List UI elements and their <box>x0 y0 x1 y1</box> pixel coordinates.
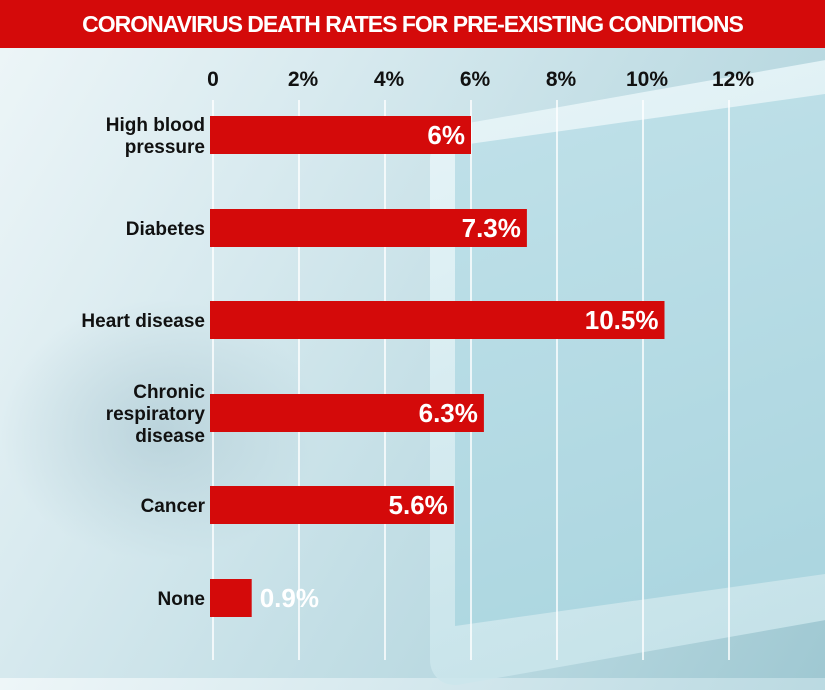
bar <box>210 394 484 432</box>
data-label: 5.6% <box>389 490 448 520</box>
x-tick-label: 10% <box>626 68 668 91</box>
data-label: 10.5% <box>585 305 659 335</box>
x-tick-label: 6% <box>460 68 491 91</box>
bar <box>210 209 527 247</box>
title-bar: CORONAVIRUS DEATH RATES FOR PRE-EXISTING… <box>0 0 825 48</box>
bar <box>210 486 454 524</box>
x-tick-label: 12% <box>712 68 754 91</box>
data-label: 6.3% <box>419 398 478 428</box>
bar <box>210 301 665 339</box>
category-label: High blood <box>106 115 205 136</box>
category-label: Cancer <box>141 496 206 517</box>
bar <box>210 579 252 617</box>
data-label: 0.9% <box>260 583 319 613</box>
category-label: respiratory <box>106 404 206 425</box>
category-label: Chronic <box>133 382 205 403</box>
category-label: None <box>158 589 206 610</box>
x-tick-label: 0 <box>207 68 219 91</box>
chart-title: CORONAVIRUS DEATH RATES FOR PRE-EXISTING… <box>82 10 744 37</box>
x-tick-label: 8% <box>546 68 577 91</box>
data-label: 6% <box>427 120 465 150</box>
bar <box>210 116 471 154</box>
category-label: Diabetes <box>126 219 205 240</box>
category-label: pressure <box>125 137 205 158</box>
category-label: disease <box>135 426 205 447</box>
x-tick-label: 4% <box>374 68 405 91</box>
category-label: Heart disease <box>81 311 205 332</box>
data-label: 7.3% <box>462 213 521 243</box>
x-tick-label: 2% <box>288 68 319 91</box>
